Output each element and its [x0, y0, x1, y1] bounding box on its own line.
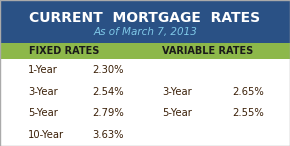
Text: 1-Year: 1-Year [28, 65, 58, 75]
Bar [0, 43, 290, 59]
Bar [0, 0, 290, 43]
Text: CURRENT  MORTGAGE  RATES: CURRENT MORTGAGE RATES [30, 11, 260, 25]
Text: 2.65%: 2.65% [232, 87, 264, 97]
Text: 2.54%: 2.54% [92, 87, 124, 97]
Text: As of March 7, 2013: As of March 7, 2013 [93, 27, 197, 36]
Text: 2.30%: 2.30% [92, 65, 124, 75]
Text: 3-Year: 3-Year [28, 87, 58, 97]
Text: 2.79%: 2.79% [92, 108, 124, 118]
Text: 5-Year: 5-Year [162, 108, 192, 118]
Text: 3.63%: 3.63% [92, 130, 124, 140]
Text: 2.55%: 2.55% [232, 108, 264, 118]
Text: 5-Year: 5-Year [28, 108, 58, 118]
Text: 10-Year: 10-Year [28, 130, 64, 140]
Text: FIXED RATES: FIXED RATES [29, 46, 99, 56]
Text: VARIABLE RATES: VARIABLE RATES [162, 46, 253, 56]
Text: 3-Year: 3-Year [162, 87, 192, 97]
